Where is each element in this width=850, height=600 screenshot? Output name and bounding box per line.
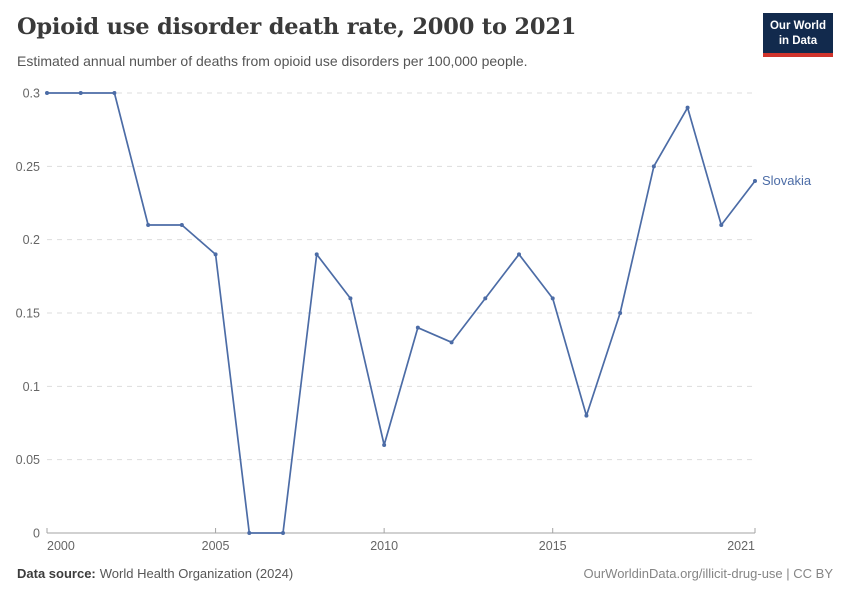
data-point: [449, 340, 454, 345]
data-point: [651, 164, 656, 169]
y-tick-label: 0.25: [16, 160, 40, 174]
data-point: [112, 91, 117, 95]
owid-logo-line1: Our World: [769, 20, 826, 32]
y-tick-label: 0.15: [16, 307, 40, 321]
data-point: [719, 223, 724, 227]
data-point: [213, 252, 218, 257]
x-tick-label: 2021: [727, 539, 755, 553]
data-source-value: World Health Organization (2024): [99, 566, 294, 581]
chart-subtitle: Estimated annual number of deaths from o…: [17, 53, 528, 69]
data-point: [314, 252, 319, 257]
y-tick-label: 0.1: [23, 380, 40, 394]
x-tick-label: 2000: [47, 539, 75, 553]
chart-title: Opioid use disorder death rate, 2000 to …: [17, 14, 577, 40]
data-source: Data source: World Health Organization (2…: [17, 566, 293, 581]
y-tick-label: 0.05: [16, 453, 40, 467]
owid-logo[interactable]: Our World in Data: [762, 13, 833, 57]
data-point: [247, 531, 252, 535]
credit-link[interactable]: OurWorldinData.org/illicit-drug-use | CC…: [583, 566, 834, 581]
data-point: [584, 413, 589, 418]
data-point: [517, 252, 521, 257]
x-tick-label: 2005: [202, 539, 230, 553]
data-point: [618, 311, 623, 315]
data-source-label: Data source:: [17, 566, 96, 581]
chart-footer: Data source: World Health Organization (2…: [17, 566, 833, 581]
series-label-slovakia[interactable]: Slovakia: [762, 173, 812, 188]
data-point: [179, 223, 184, 227]
x-tick-label: 2015: [539, 539, 567, 553]
data-point: [685, 105, 690, 110]
data-point: [753, 179, 757, 183]
data-point: [146, 223, 151, 227]
y-tick-label: 0.2: [23, 233, 40, 247]
data-point: [348, 296, 353, 301]
data-point: [483, 296, 488, 301]
series-line-slovakia: [46, 92, 756, 534]
owid-logo-line2: in Data: [778, 34, 818, 47]
data-point: [382, 443, 387, 447]
y-tick-label: 0: [33, 527, 40, 541]
data-point: [78, 91, 83, 95]
y-tick-label: 0.3: [23, 87, 40, 101]
x-tick-label: 2010: [370, 539, 398, 553]
data-point: [281, 531, 285, 535]
data-point: [415, 325, 420, 330]
data-point: [550, 296, 555, 301]
data-point: [45, 91, 49, 95]
